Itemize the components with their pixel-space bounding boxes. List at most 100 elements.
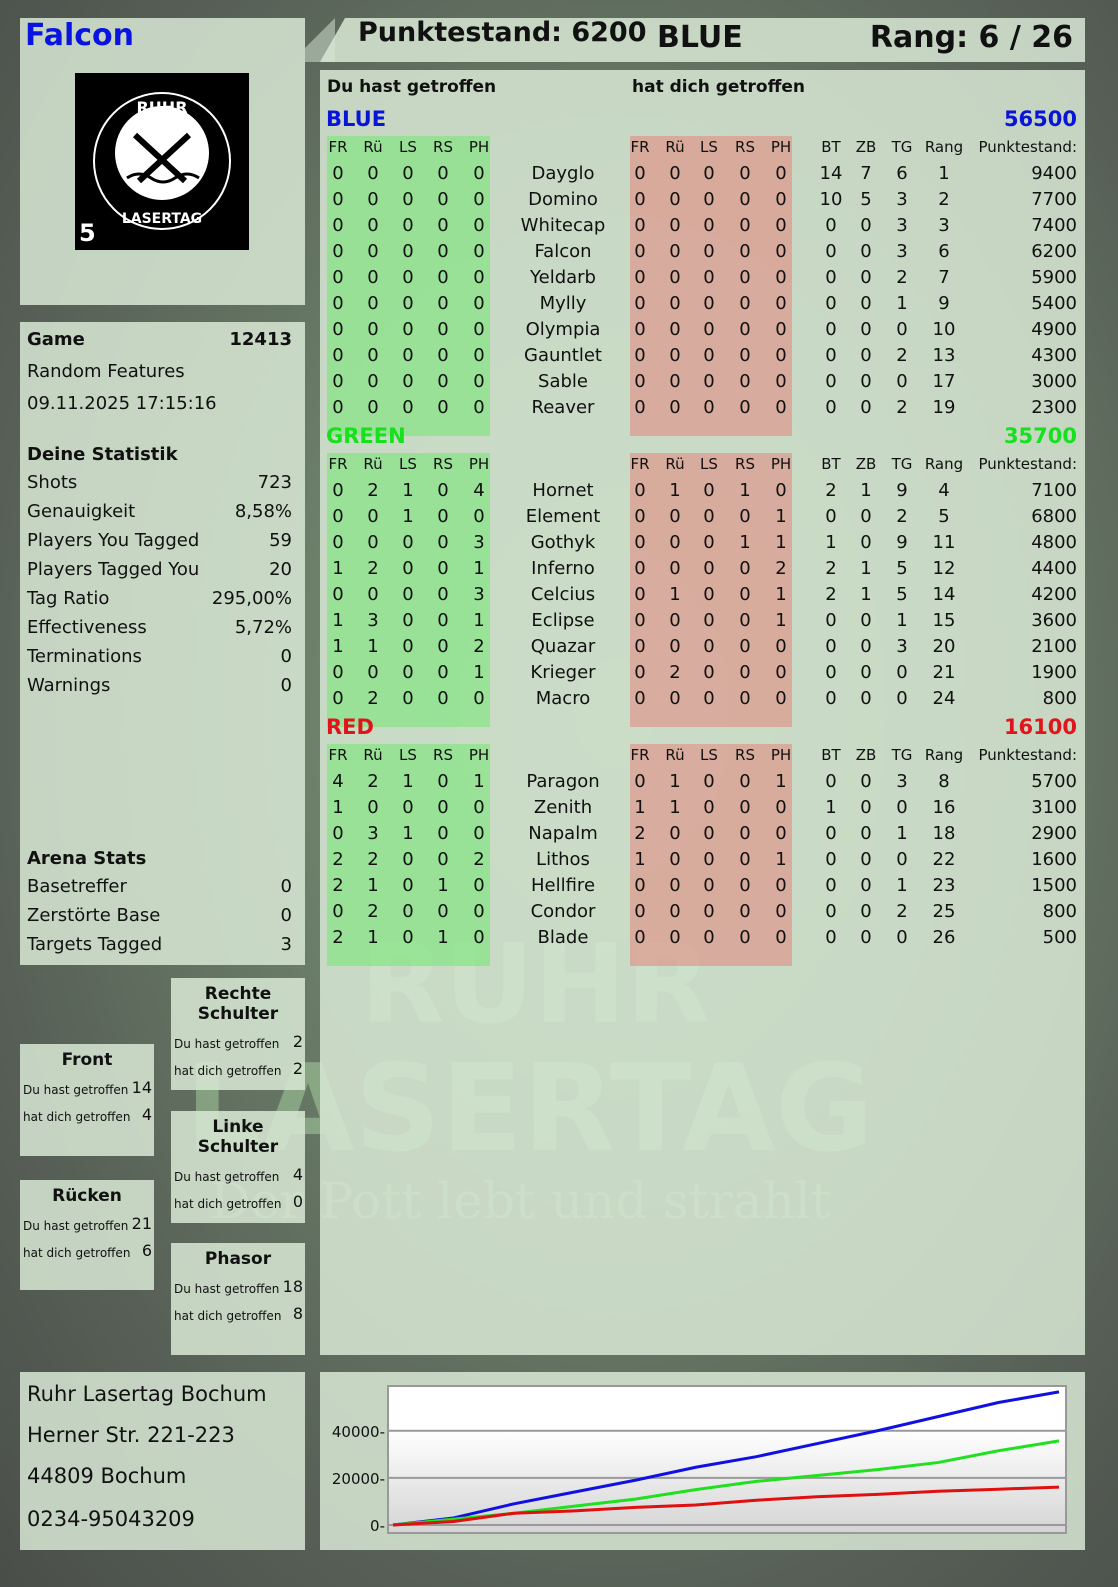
hit-you-cell: 0 [634, 558, 646, 579]
you-hit-cell: 0 [402, 797, 414, 818]
player-name: Lithos [536, 849, 590, 870]
hit-you-cell: 0 [634, 267, 646, 288]
hit-you-cell: 0 [703, 267, 715, 288]
hit-you-cell: 0 [669, 293, 681, 314]
you-hit-cell: 0 [402, 241, 414, 262]
stat-cell: 0 [825, 849, 837, 870]
hit-you-cell: 1 [669, 584, 681, 605]
hit-you-cell: 1 [775, 506, 787, 527]
col-header: Rü [363, 746, 383, 764]
you-hit-cell: 0 [402, 927, 414, 948]
you-hit-value: 14 [131, 1078, 152, 1097]
stat-cell: 2 [825, 584, 837, 605]
you-hit-cell: 2 [332, 875, 344, 896]
hit-you-cell: 0 [703, 532, 715, 553]
you-hit-cell: 0 [402, 901, 414, 922]
stat-cell: 0 [860, 397, 872, 418]
col-header: ZB [855, 746, 877, 764]
you-hit-bg [327, 136, 490, 436]
you-hit-cell: 0 [437, 823, 449, 844]
hit-you-value: 2 [292, 1059, 303, 1078]
you-hit-cell: 0 [402, 345, 414, 366]
game-row: Game 12413 [27, 329, 292, 350]
stat-cell: 0 [860, 636, 872, 657]
you-hit-cell: 0 [473, 345, 485, 366]
header-team: BLUE [657, 20, 743, 55]
stat-cell: 0 [860, 823, 872, 844]
you-hit-cell: 3 [473, 584, 485, 605]
hit-you-cell: 0 [775, 215, 787, 236]
hit-you-cell: 0 [703, 293, 715, 314]
col-header: FR [328, 746, 348, 764]
hit-you-cell: 0 [634, 927, 646, 948]
player-name: Whitecap [520, 215, 606, 236]
stat-cell: 0 [825, 506, 837, 527]
hit-you-cell: 0 [739, 636, 751, 657]
hit-you-value: 0 [292, 1192, 303, 1211]
you-hit-cell: 0 [332, 506, 344, 527]
col-header: RS [433, 746, 453, 764]
hit-you-cell: 0 [739, 241, 751, 262]
hit-you-cell: 0 [669, 849, 681, 870]
hit-you-cell: 0 [703, 636, 715, 657]
stat-cell: 20 [932, 636, 956, 657]
stat-row: Terminations 0 [27, 646, 292, 667]
you-hit-cell: 0 [473, 823, 485, 844]
stat-cell: 0 [896, 319, 908, 340]
stat-row: Players You Tagged 59 [27, 530, 292, 551]
stat-cell: 10 [819, 189, 843, 210]
stat-cell: 0 [825, 267, 837, 288]
hit-you-cell: 0 [703, 215, 715, 236]
hit-you-cell: 0 [739, 610, 751, 631]
stat-cell: 0 [825, 771, 837, 792]
you-hit-cell: 2 [367, 480, 379, 501]
hit-you-cell: 0 [739, 688, 751, 709]
stat-row: Players Tagged You 20 [27, 559, 292, 580]
stat-value: 59 [269, 530, 292, 551]
hit-you-cell: 1 [775, 610, 787, 631]
you-hit-cell: 1 [402, 480, 414, 501]
player-score: 1600 [1031, 849, 1077, 870]
zone-title: Rechte Schulter [197, 984, 279, 1024]
hit-you-cell: 0 [703, 163, 715, 184]
you-hit-cell: 0 [437, 241, 449, 262]
you-hit-cell: 0 [367, 584, 379, 605]
you-hit-cell: 1 [402, 506, 414, 527]
hit-you-cell: 0 [669, 823, 681, 844]
zone-back: Rücken Du hast getroffen 21 hat dich getr… [20, 1180, 154, 1290]
you-hit-cell: 0 [332, 215, 344, 236]
hit-you-label: hat dich getroffen [23, 1246, 131, 1260]
player-name: Falcon [534, 241, 592, 262]
player-panel: Falcon RUHR LASERTAG 5 [20, 18, 305, 305]
hit-you-cell: 0 [669, 558, 681, 579]
player-score: 3600 [1031, 610, 1077, 631]
stat-cell: 0 [860, 875, 872, 896]
hit-you-cell: 0 [739, 215, 751, 236]
stat-cell: 0 [860, 241, 872, 262]
you-hit-cell: 0 [367, 241, 379, 262]
player-score: 1900 [1031, 662, 1077, 683]
col-header: TG [891, 746, 913, 764]
col-header: TG [891, 138, 913, 156]
stat-cell: 9 [896, 532, 908, 553]
arena-row: Zerstörte Base 0 [27, 905, 292, 926]
stat-row: Warnings 0 [27, 675, 292, 696]
player-name: Quazar [530, 636, 596, 657]
you-hit-cell: 0 [367, 662, 379, 683]
hit-you-cell: 0 [669, 163, 681, 184]
svg-text:5: 5 [79, 219, 96, 247]
stat-label: Genauigkeit [27, 501, 136, 522]
header-score: Punktestand: 6200 [358, 17, 647, 48]
hit-you-cell: 0 [739, 662, 751, 683]
col-header: BT [821, 138, 841, 156]
col-header: LS [700, 138, 718, 156]
you-hit-cell: 0 [367, 371, 379, 392]
hit-you-cell: 0 [775, 241, 787, 262]
col-header: LS [399, 746, 417, 764]
hit-you-cell: 0 [775, 636, 787, 657]
hit-you-heading: hat dich getroffen [632, 77, 806, 97]
player-name: Paragon [526, 771, 600, 792]
you-hit-cell: 0 [437, 506, 449, 527]
stat-label: Players You Tagged [27, 530, 200, 551]
stat-cell: 14 [819, 163, 843, 184]
